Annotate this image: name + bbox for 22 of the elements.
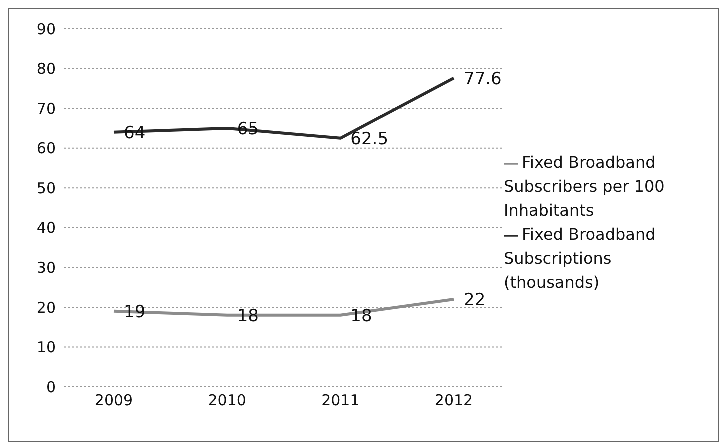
y-tick-label: 60 (36, 140, 56, 158)
data-label: 18 (237, 306, 259, 326)
data-label: 19 (124, 302, 146, 322)
y-tick-label: 50 (36, 179, 56, 198)
legend-label: Fixed Broadband Subscriptions (thousands) (504, 225, 656, 292)
y-tick-label: 90 (36, 20, 56, 38)
data-label: 77.6 (464, 69, 502, 90)
data-label: 18 (350, 306, 372, 326)
y-tick-label: 0 (46, 378, 56, 396)
y-tick-label: 10 (36, 338, 56, 357)
x-tick-label: 2010 (208, 392, 246, 410)
y-tick-label: 70 (36, 100, 56, 118)
data-label: 22 (464, 290, 486, 311)
x-tick-label: 2012 (434, 392, 474, 410)
y-tick-label: 40 (36, 219, 56, 238)
data-label: 62.5 (350, 129, 389, 150)
y-tick-label: 20 (36, 298, 56, 317)
legend-label: Fixed Broadband Subscribers per 100 Inhabitants (504, 153, 665, 220)
y-tick-label: 30 (36, 258, 56, 277)
x-tick-label: 2009 (94, 392, 134, 410)
x-tick-label: 2011 (322, 392, 360, 410)
y-tick-label: 80 (36, 60, 56, 78)
